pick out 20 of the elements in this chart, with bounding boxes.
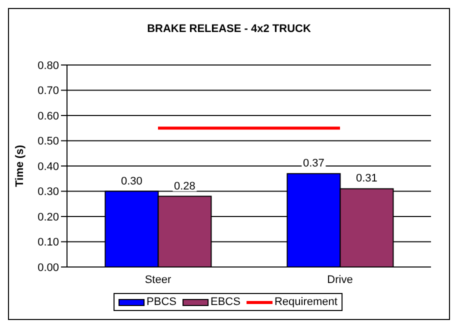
legend-label: EBCS [210, 296, 240, 308]
x-tick-label: Drive [327, 274, 353, 286]
data-label: 0.31 [356, 172, 378, 185]
y-tick-label: 0.50 [38, 136, 59, 148]
y-tick-label: 0.20 [38, 211, 59, 224]
data-label: 0.37 [303, 158, 324, 170]
y-tick-label: 0.40 [38, 160, 59, 173]
data-label: 0.30 [121, 175, 142, 188]
y-tick-label: 0.80 [38, 60, 59, 72]
y-tick-label: 0.60 [38, 110, 59, 122]
x-tick-label: Steer [144, 274, 172, 286]
legend-label: Requirement [274, 296, 338, 308]
legend-label: PBCS [146, 296, 177, 308]
y-axis-title: Time (s) [14, 144, 26, 187]
y-tick-label: 0.10 [38, 236, 59, 249]
y-tick-label: 0.70 [38, 85, 59, 98]
chart-title: BRAKE RELEASE - 4x2 TRUCK [146, 23, 312, 35]
y-tick-label: 0.00 [38, 262, 59, 274]
data-label: 0.28 [174, 180, 196, 192]
y-tick-label: 0.30 [38, 186, 59, 198]
